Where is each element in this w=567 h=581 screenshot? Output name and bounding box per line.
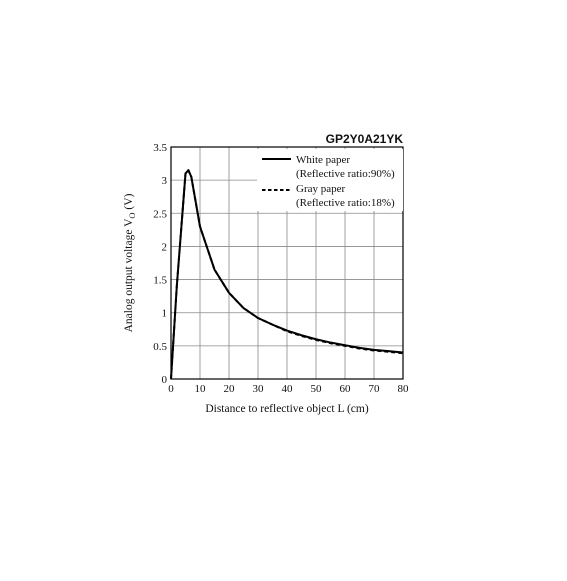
x-tick-label: 0 — [168, 383, 174, 395]
legend-label-gray-paper: Gray paper — [296, 183, 346, 195]
x-tick-label: 80 — [398, 383, 410, 395]
legend-sublabel-white-paper: (Reflective ratio:90%) — [296, 168, 395, 180]
y-axis-label-main: Analog output voltage V — [123, 218, 135, 333]
x-tick-labels: 0 10 20 30 40 50 60 70 80 — [168, 383, 409, 395]
x-tick-label: 50 — [311, 383, 323, 395]
x-tick-label: 20 — [224, 383, 236, 395]
legend-label-white-paper: White paper — [296, 154, 350, 166]
legend-sublabel-gray-paper: (Reflective ratio:18%) — [296, 197, 395, 209]
plot-frame — [170, 146, 404, 380]
x-tick-label: 60 — [340, 383, 352, 395]
x-axis-label: Distance to reflective object L (cm) — [205, 403, 369, 415]
y-tick-label: 3.5 — [153, 142, 167, 154]
x-tick-label: 30 — [253, 383, 265, 395]
y-tick-labels: 0 0.5 1 1.5 2 2.5 3 3.5 — [153, 142, 167, 386]
y-tick-label: 2 — [162, 241, 168, 253]
chart-title: GP2Y0A21YK — [326, 132, 404, 146]
y-tick-label: 1 — [162, 308, 168, 320]
y-tick-label: 3 — [162, 175, 168, 187]
y-tick-label: 0 — [162, 374, 168, 386]
x-tick-label: 10 — [195, 383, 207, 395]
x-tick-label: 40 — [282, 383, 294, 395]
series-line-gray-paper — [170, 169, 404, 380]
y-axis-label: Analog output voltage VO (V) — [123, 193, 137, 332]
x-tick-label: 70 — [369, 383, 381, 395]
y-tick-label: 2.5 — [153, 208, 167, 220]
y-tick-label: 0.5 — [153, 341, 167, 353]
legend: White paper (Reflective ratio:90%) Gray … — [257, 149, 403, 211]
y-axis-label-subscript: O — [127, 212, 137, 218]
y-tick-label: 1.5 — [153, 275, 167, 287]
y-axis-label-unit: (V) — [123, 193, 135, 212]
series-layer — [170, 169, 404, 380]
